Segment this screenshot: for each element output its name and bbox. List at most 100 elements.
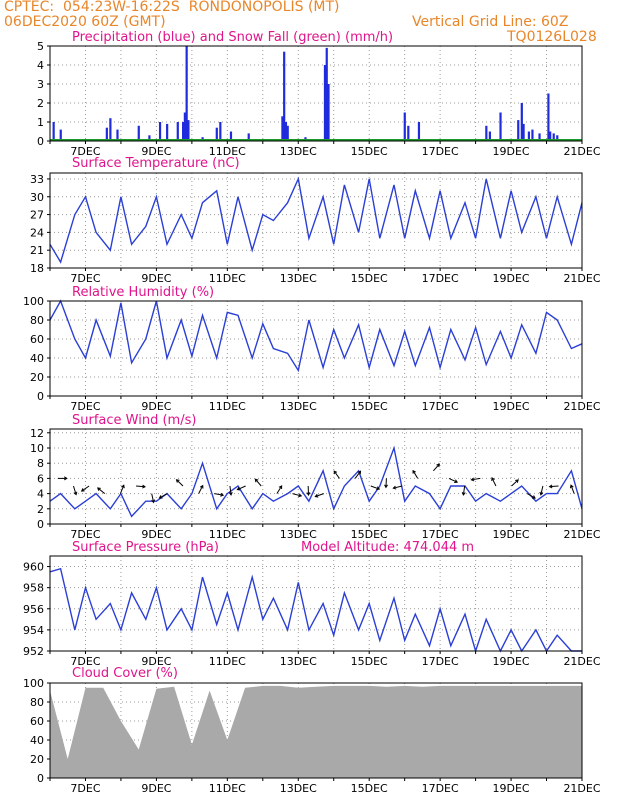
wind-arrow [448,477,458,483]
x-tick-label: 7DEC [70,655,100,668]
wind-arrow [229,485,232,495]
wind-arrow [72,485,77,495]
x-tick-label: 21DEC [563,145,600,158]
wind-arrow [526,493,536,499]
wind-arrow [412,470,419,479]
x-tick-label: 11DEC [209,145,246,158]
precip-bar [182,122,185,141]
x-tick-label: 7DEC [70,782,100,795]
y-tick-label: 956 [23,603,44,616]
model-altitude-annotation: Model Altitude: 474.044 m [301,540,475,555]
wind-arrow-head [63,476,68,481]
precip-bar [417,122,421,141]
wind-arrow [292,493,302,497]
wind-arrow-head [228,491,233,496]
header-grid-line: Vertical Grid Line: 60Z [412,14,569,30]
x-tick-label: 13DEC [280,655,317,668]
wind-arrow-head [142,484,146,489]
wind-arrow-head [298,493,303,498]
wind-arrow [570,485,575,494]
wind-arrow-head [384,484,389,489]
x-tick-label: 9DEC [141,655,171,668]
y-tick-label: 27 [30,209,44,222]
y-tick-label: 6 [37,472,44,485]
x-tick-label: 11DEC [209,782,246,795]
x-tick-label: 21DEC [563,400,600,413]
y-tick-label: 958 [23,582,44,595]
precip-bar [407,125,410,141]
y-tick-label: 12 [30,427,44,440]
y-tick-label: 20 [30,753,44,766]
series-line [49,299,583,373]
x-tick-label: 13DEC [280,272,317,285]
x-tick-label: 7DEC [70,528,100,541]
series-line [49,567,582,654]
y-tick-label: 960 [23,561,44,574]
precip-bar [286,125,289,141]
wind-arrow [491,477,497,487]
header-location: CPTEC: 054:23W-16:22S RONDONOPOLIS (MT) [4,0,340,15]
wind-arrow [370,485,380,490]
wind-arrow [198,485,204,494]
y-tick-label: 60 [30,715,44,728]
x-tick-label: 13DEC [280,400,317,413]
y-tick-label: 33 [30,173,44,186]
wind-arrow [136,485,146,488]
precip-bar [137,125,140,141]
x-tick-label: 9DEC [141,272,171,285]
wind-arrow [159,493,168,499]
precip-bar [403,112,406,141]
precip-bar [520,103,523,141]
wind-arrow-head [461,491,466,496]
y-tick-label: 3 [37,78,44,91]
precip-bar [109,118,112,141]
wind-arrow-head [412,469,416,474]
wind-arrow-head [357,470,362,475]
y-tick-label: 100 [23,677,44,690]
precip-bar [547,93,550,141]
precip-bar [327,84,330,141]
wind-arrow [214,493,224,496]
panel-title-humidity: Relative Humidity (%) [72,285,215,300]
wind-arrow [119,485,125,494]
precip-bar [166,123,169,141]
precip-bar [284,122,288,141]
y-tick-label: 40 [30,734,44,747]
x-tick-label: 13DEC [280,782,317,795]
header-model-code: TQ0126L028 [507,29,597,45]
x-tick-label: 7DEC [70,272,100,285]
y-tick-label: 2 [37,97,44,110]
y-tick-label: 4 [37,488,44,501]
series-line [49,176,583,264]
x-tick-label: 21DEC [563,528,600,541]
x-tick-label: 21DEC [563,655,600,668]
wind-arrow-head [470,477,475,482]
wind-arrow-head [333,470,338,475]
precip-bar [527,131,530,141]
plot-frame [49,555,583,652]
y-tick-label: 954 [23,624,44,637]
x-tick-label: 17DEC [422,528,459,541]
wind-arrow-head [80,488,85,492]
wind-arrow [471,477,481,481]
x-tick-label: 7DEC [70,400,100,413]
x-tick-label: 13DEC [280,528,317,541]
precip-bar [517,120,520,141]
wind-arrow-head [121,484,125,489]
y-tick-label: 80 [30,696,44,709]
wind-arrow [333,470,340,479]
precip-bar [52,122,55,141]
wind-arrow-head [392,485,397,490]
precip-bar [229,131,233,141]
plot-frame [49,300,583,397]
panel-title-wind: Surface Wind (m/s) [72,413,197,428]
y-tick-label: 30 [30,191,44,204]
wind-arrow-head [73,491,78,496]
panel-title-pressure: Surface Pressure (hPa) [72,540,219,555]
x-tick-label: 9DEC [141,400,171,413]
y-tick-label: 40 [30,352,44,365]
wind-arrow-head [539,491,544,496]
y-tick-label: 0 [37,772,44,785]
precip-bar [247,133,250,141]
